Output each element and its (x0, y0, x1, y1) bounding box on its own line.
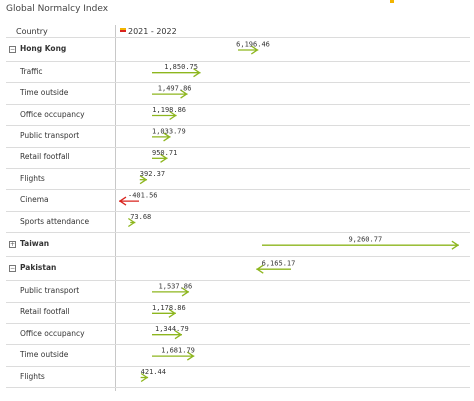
top-marker (390, 0, 394, 3)
value-arrow (152, 132, 171, 142)
row-divider (6, 168, 470, 169)
row-divider (6, 280, 470, 282)
value-arrow (256, 264, 291, 274)
row-divider (6, 301, 470, 303)
row-label: Public transport (20, 130, 80, 140)
row-divider (6, 125, 470, 127)
value-arrow (152, 68, 201, 78)
value-arrow (238, 45, 259, 55)
row-divider (6, 323, 470, 324)
value-arrow (152, 110, 177, 121)
collapse-icon[interactable]: − (9, 264, 16, 272)
row-divider (6, 256, 470, 258)
row-divider (6, 210, 470, 212)
arrow-marks: 6,196.46 1,850.75 1,497.86 1,198.86 1,033.79… (119, 41, 459, 383)
value-label: 1,681.79 (161, 347, 195, 355)
row-label: Flights (20, 371, 45, 381)
row-label: Cinema (20, 195, 49, 205)
value-arrow (152, 287, 190, 297)
row-divider (6, 387, 470, 389)
value-arrow (139, 175, 148, 185)
row-label: Office occupancy (20, 328, 85, 338)
value-label: 392.37 (140, 170, 165, 178)
value-label: 1,198.86 (152, 106, 186, 114)
value-arrow (262, 240, 459, 250)
row-divider (6, 189, 470, 191)
chart-grid: Country 2021 - 2022 6,196.46 1,850.75 1,49… (6, 25, 470, 391)
period-column-header: 2021 - 2022 (128, 27, 177, 36)
row-divider (6, 61, 470, 62)
value-label: -401.56 (128, 192, 158, 200)
value-arrow (152, 308, 176, 318)
value-label: 950.71 (152, 149, 177, 157)
value-arrow (152, 330, 182, 340)
row-divider (6, 146, 470, 148)
row-label: Time outside (20, 350, 69, 360)
row-label: Public transport (20, 285, 80, 295)
value-arrow (128, 217, 136, 228)
group-label: Hong Kong (20, 44, 67, 53)
row-label: Office occupancy (20, 109, 85, 119)
row-label: Time outside (20, 88, 69, 98)
group-label: Pakistan (20, 263, 57, 273)
value-label: 9,260.77 (348, 236, 382, 244)
value-label: 421.44 (141, 368, 166, 376)
group-label: Taiwan (20, 239, 50, 249)
value-label: 6,196.46 (236, 41, 270, 49)
value-label: 1,497.86 (158, 85, 192, 93)
value-label: 1,850.75 (164, 63, 198, 71)
value-arrow (152, 89, 188, 99)
chart-title: Global Normalcy Index (6, 4, 109, 14)
column-divider (115, 25, 116, 391)
value-label: 1,033.79 (152, 127, 186, 135)
row-label: Traffic (20, 66, 43, 76)
row-label: Sports attendance (20, 216, 90, 226)
row-label: Flights (20, 173, 45, 183)
collapse-icon[interactable]: − (9, 45, 16, 53)
value-label: 73.68 (130, 213, 151, 221)
row-divider (6, 103, 470, 105)
header-divider (6, 37, 470, 38)
row-label: Retail footfall (20, 307, 70, 317)
expand-icon[interactable]: + (9, 240, 16, 248)
row-divider (6, 82, 470, 84)
country-column-header: Country (16, 27, 48, 36)
value-label: 6,165.17 (262, 260, 296, 268)
row-divider (6, 344, 470, 346)
value-label: 1,537.86 (159, 282, 193, 290)
value-label: 1,178.86 (152, 304, 186, 312)
value-arrow (140, 372, 149, 383)
value-arrow (152, 153, 168, 163)
row-divider (6, 365, 470, 367)
value-arrow (119, 196, 139, 206)
legend-swatch (120, 28, 126, 32)
row-label: Retail footfall (20, 152, 70, 162)
row-divider (6, 232, 470, 234)
value-label: 1,344.79 (155, 325, 189, 333)
value-arrow (152, 351, 195, 361)
